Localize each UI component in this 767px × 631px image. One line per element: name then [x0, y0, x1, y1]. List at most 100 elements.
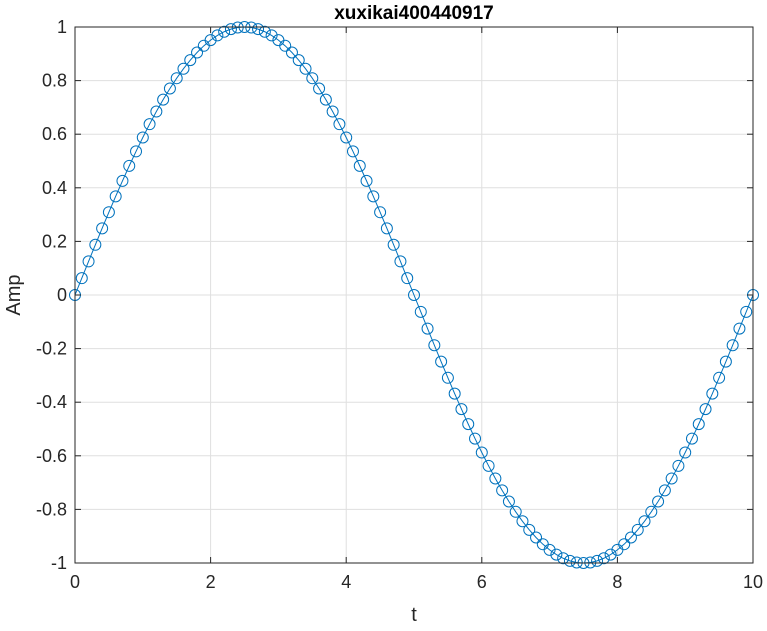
x-axis-label: t	[411, 604, 417, 626]
data-point-marker	[509, 505, 522, 518]
data-point-marker	[584, 556, 597, 569]
data-point-marker	[570, 556, 583, 569]
data-point-marker	[530, 531, 543, 544]
data-point-marker	[116, 174, 129, 187]
data-point-marker	[455, 403, 468, 416]
data-point-marker	[726, 339, 739, 352]
data-point-marker	[82, 255, 95, 268]
chart-title: xuxikai400440917	[334, 3, 494, 24]
data-point-marker	[489, 472, 502, 485]
series-line	[74, 26, 754, 564]
data-point-marker	[658, 484, 671, 497]
data-point-marker	[102, 206, 115, 219]
data-point-marker	[170, 72, 183, 85]
data-point-marker	[428, 339, 441, 352]
data-point-marker	[211, 29, 224, 42]
y-tick-label: 0.8	[42, 71, 67, 91]
data-point-marker	[482, 459, 495, 472]
y-tick-label: 1	[57, 17, 67, 37]
data-point-marker	[496, 484, 509, 497]
data-point-marker	[75, 272, 88, 285]
data-point-marker	[652, 495, 665, 508]
data-point-marker	[130, 145, 143, 158]
data-point-marker	[421, 322, 434, 335]
data-point-marker	[245, 21, 258, 34]
series-group	[69, 21, 759, 569]
data-point-marker	[143, 118, 156, 131]
data-point-marker	[591, 554, 604, 567]
data-point-marker	[109, 190, 122, 203]
y-tick-label: -0.8	[36, 499, 67, 519]
data-point-marker	[414, 305, 427, 318]
data-point-marker	[441, 371, 454, 384]
y-tick-label: -0.2	[36, 339, 67, 359]
data-point-marker	[96, 222, 109, 235]
data-point-marker	[279, 39, 292, 52]
data-point-marker	[665, 472, 678, 485]
data-point-marker	[692, 418, 705, 431]
y-axis-label: Amp	[3, 274, 25, 315]
y-tick-label: 0	[57, 285, 67, 305]
data-point-marker	[401, 272, 414, 285]
data-point-marker	[353, 159, 366, 172]
data-point-marker	[292, 54, 305, 67]
data-point-marker	[191, 46, 204, 59]
data-point-marker	[136, 131, 149, 144]
data-point-marker	[218, 25, 231, 38]
data-point-marker	[475, 446, 488, 459]
y-tick-label: -0.4	[36, 392, 67, 412]
data-point-marker	[177, 62, 190, 75]
data-point-marker	[563, 554, 576, 567]
data-point-marker	[204, 34, 217, 47]
data-point-marker	[258, 25, 271, 38]
data-point-marker	[469, 432, 482, 445]
data-point-marker	[265, 29, 278, 42]
data-point-marker	[435, 355, 448, 368]
data-point-marker	[462, 418, 475, 431]
grid	[75, 27, 753, 563]
x-tick-label: 4	[341, 572, 351, 592]
data-point-marker	[713, 371, 726, 384]
ticks: 0 2 4 6 8 10 1 0.8 0.6 0.4 0.2 0 -0.2 -0.4 -0.6 -0.8 -1	[36, 17, 763, 592]
data-point-marker	[740, 305, 753, 318]
data-point-marker	[367, 190, 380, 203]
data-point-marker	[319, 93, 332, 106]
data-point-marker	[340, 131, 353, 144]
data-point-marker	[360, 174, 373, 187]
data-point-marker	[123, 159, 136, 172]
data-point-marker	[719, 355, 732, 368]
data-point-marker	[516, 515, 529, 528]
data-point-marker	[685, 432, 698, 445]
data-point-marker	[672, 459, 685, 472]
data-point-marker	[618, 538, 631, 551]
data-point-marker	[394, 255, 407, 268]
data-point-marker	[631, 523, 644, 536]
data-point-marker	[285, 46, 298, 59]
data-point-marker	[163, 82, 176, 95]
data-point-marker	[346, 145, 359, 158]
data-point-marker	[89, 238, 102, 251]
data-point-marker	[326, 105, 339, 118]
data-point-marker	[699, 403, 712, 416]
data-point-marker	[380, 222, 393, 235]
data-point-marker	[645, 505, 658, 518]
data-point-marker	[374, 206, 387, 219]
data-point-marker	[604, 548, 617, 561]
data-point-marker	[231, 21, 244, 34]
data-point-marker	[597, 552, 610, 565]
y-tick-label: -0.6	[36, 446, 67, 466]
data-point-marker	[543, 543, 556, 556]
data-point-marker	[706, 387, 719, 400]
x-tick-label: 6	[477, 572, 487, 592]
data-point-marker	[408, 289, 420, 301]
data-point-marker	[387, 238, 400, 251]
y-tick-label: 0.4	[42, 178, 67, 198]
data-point-marker	[184, 54, 197, 67]
data-point-marker	[157, 93, 170, 106]
data-point-marker	[550, 548, 563, 561]
data-point-marker	[313, 82, 326, 95]
x-tick-label: 10	[743, 572, 763, 592]
data-point-marker	[679, 446, 692, 459]
